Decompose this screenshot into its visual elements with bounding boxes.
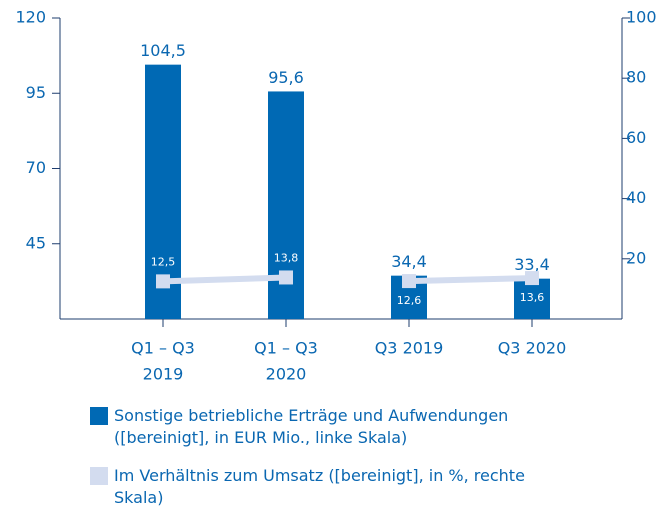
line-value-label: 12,6: [397, 294, 422, 307]
legend-swatch: [90, 407, 108, 425]
bar-value-label: 95,6: [268, 68, 304, 87]
legend-swatch: [90, 467, 108, 485]
bar: [514, 278, 550, 319]
y2-tick-label: 100: [626, 8, 657, 27]
y2-tick-label: 60: [626, 128, 646, 147]
y-tick-label: 120: [15, 8, 46, 27]
line-marker: [279, 270, 293, 285]
y-tick-label: 45: [26, 233, 46, 252]
x-tick-label: 2020: [266, 365, 307, 384]
bar-value-label: 33,4: [514, 255, 550, 274]
bar-value-label: 104,5: [140, 41, 186, 60]
legend-item: Im Verhältnis zum Umsatz ([bereinigt], i…: [90, 465, 560, 509]
x-tick-label: Q3 2020: [498, 339, 567, 358]
y2-tick-label: 80: [626, 68, 646, 87]
y2-tick-label: 20: [626, 248, 646, 267]
legend: Sonstige betriebliche Erträge und Aufwen…: [90, 405, 560, 525]
line-marker: [525, 271, 539, 286]
line-value-label: 13,8: [274, 251, 299, 264]
y2-tick-label: 40: [626, 188, 646, 207]
chart: 45 70 95 120 20 40 60 80 100 Q1 – Q3 2019 Q1 – Q3 20…: [15, 8, 657, 384]
line: [408, 275, 533, 285]
x-tick-label: Q3 2019: [375, 339, 444, 358]
y-tick-label: 70: [26, 158, 46, 177]
legend-label: Im Verhältnis zum Umsatz ([bereinigt], i…: [114, 466, 525, 507]
x-tick-label: Q1 – Q3: [254, 339, 318, 358]
line-marker: [402, 274, 416, 289]
x-tick-label: Q1 – Q3: [131, 339, 195, 358]
line-value-label: 13,6: [520, 291, 545, 304]
bar: [268, 91, 304, 319]
bar-value-label: 34,4: [391, 252, 427, 271]
legend-item: Sonstige betriebliche Erträge und Aufwen…: [90, 405, 560, 449]
x-tick-label: 2019: [143, 365, 184, 384]
page: {"chart_data": {"type": "bar", "categori…: [15, 7, 657, 507]
line-value-label: 12,5: [151, 255, 176, 268]
y-tick-label: 95: [26, 83, 46, 102]
line: [162, 274, 287, 285]
line-marker: [156, 274, 170, 289]
legend-label: Sonstige betriebliche Erträge und Aufwen…: [114, 406, 509, 447]
